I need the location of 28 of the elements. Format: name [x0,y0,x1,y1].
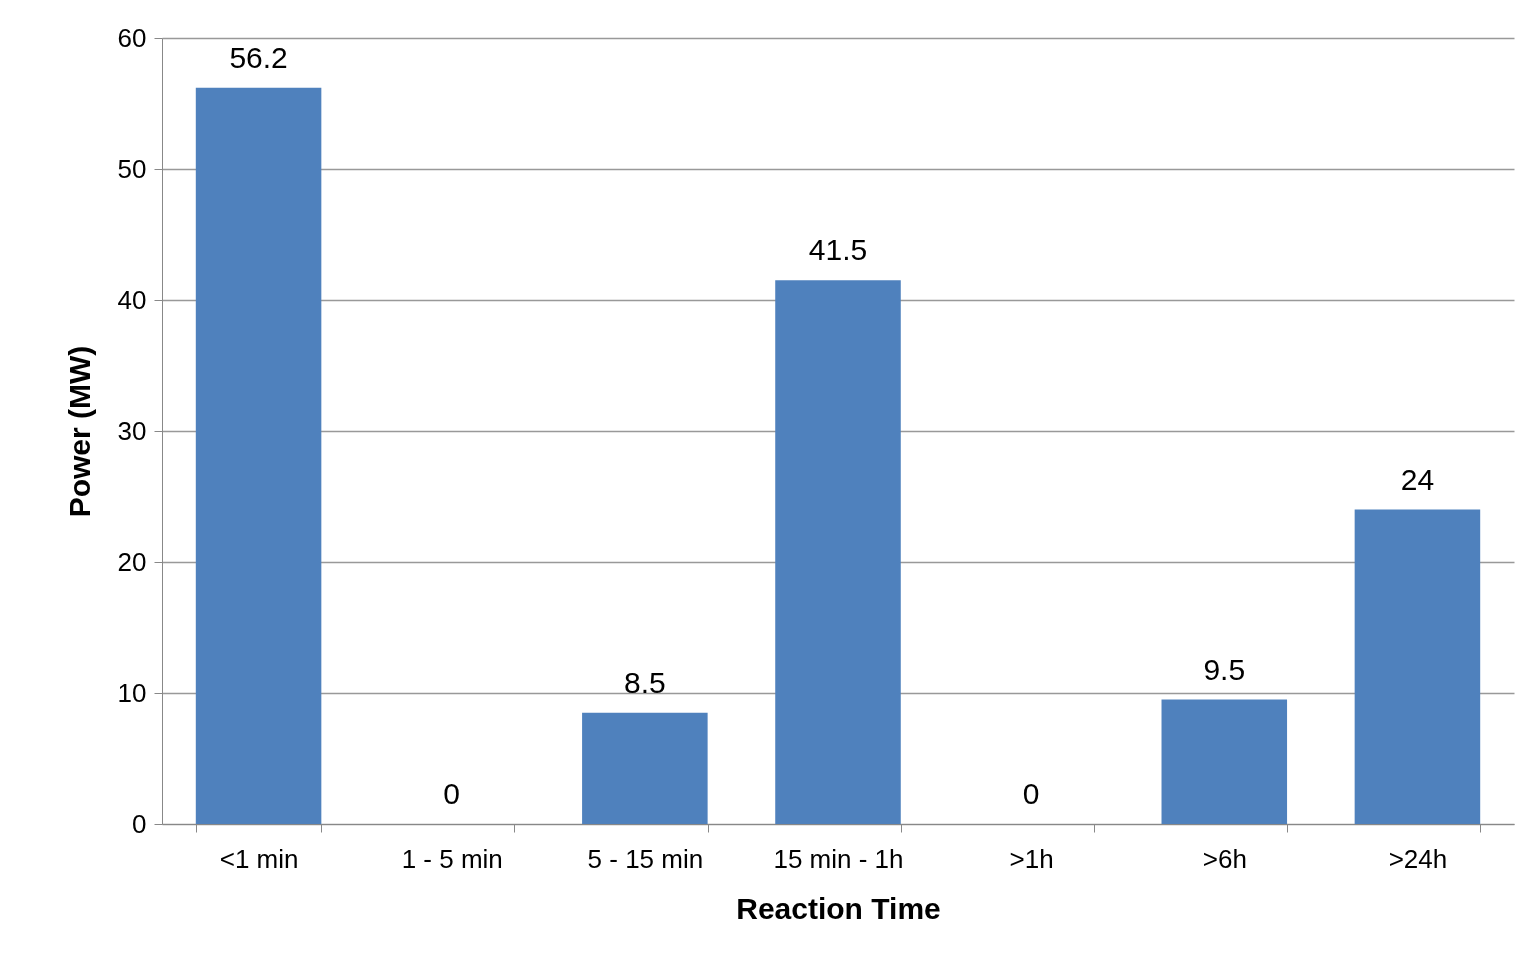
x-tick-label: >1h [1009,843,1054,874]
x-tick-label: <1 min [219,843,299,874]
data-label: 0 [1022,777,1040,810]
y-tick-label: 50 [117,153,147,184]
data-label: 9.5 [1203,652,1246,686]
y-tick-label: 0 [132,808,147,839]
data-label: 24 [1400,462,1435,496]
bar [195,87,322,824]
y-tick-label: 30 [117,415,147,446]
x-tick-label: >24h [1388,843,1448,874]
bar [582,712,708,824]
data-label: 56.2 [229,40,288,74]
y-axis-title: Power (MW) [62,345,96,518]
x-tick-label: 5 - 15 min [587,843,704,874]
bar [1161,699,1288,824]
y-tick-label: 20 [117,546,147,577]
data-label: 8.5 [624,665,666,699]
y-tick-label: 10 [117,677,147,708]
data-label: 41.5 [808,233,868,267]
x-tick-label: 1 - 5 min [401,843,503,874]
x-tick-label: 15 min - 1h [773,843,904,874]
bar [775,280,901,824]
data-label: 0 [443,777,461,810]
y-tick-label: 40 [117,284,147,315]
y-tick-label: 60 [117,22,147,53]
x-axis-title: Reaction Time [736,891,941,925]
bar [1354,509,1481,824]
x-tick-label: >6h [1202,843,1247,874]
